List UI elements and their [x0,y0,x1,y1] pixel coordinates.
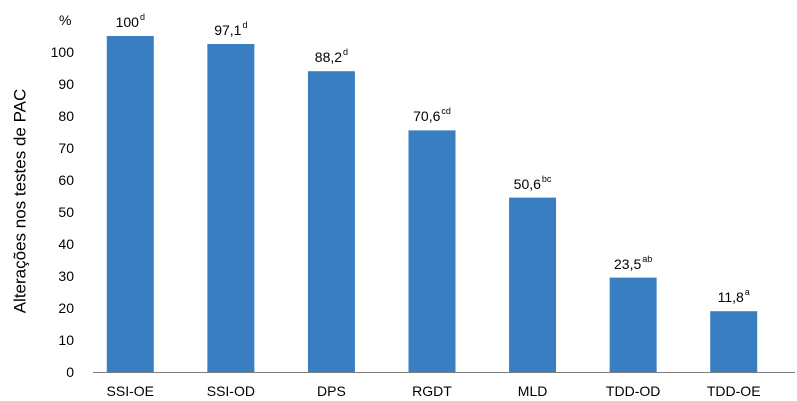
x-tick-label: MLD [518,383,548,399]
data-label-significance: cd [441,106,451,117]
bar-dps [307,71,355,372]
y-tick-label: 100 [51,44,75,60]
bars [106,36,758,372]
x-tick-label: TDD-OE [707,383,761,399]
bar-ssi-od [207,44,255,372]
y-tick-label: 0 [66,364,74,380]
data-label: 70,6cd [413,106,451,125]
y-tick-label: 50 [58,204,74,220]
bar-tdd-oe [710,311,758,372]
data-label-significance: a [744,287,750,298]
data-label-significance: d [242,20,248,30]
data-label-significance: d [343,47,349,58]
x-tick-label: RGDT [412,383,452,399]
x-tick-label: SSI-OD [207,383,255,399]
data-label-significance: bc [541,173,552,184]
y-tick-label: 60 [58,172,74,188]
data-label-significance: ab [642,253,653,264]
y-tick-label: 70 [58,140,74,156]
bar-tdd-od [609,277,657,372]
y-tick-label: 20 [58,300,74,316]
x-tick-label: DPS [317,383,346,399]
bar-mld [509,197,557,372]
data-label-value: 100 [115,14,139,30]
y-axis-label: Alterações nos testes de PAC [10,88,30,313]
data-label: 100d [115,12,145,31]
x-tick-label: TDD-OD [606,383,660,399]
y-tick-label: 90 [58,76,74,92]
bar-ssi-oe [106,36,154,372]
y-tick-label: 80 [58,108,74,124]
tick-labels: 0 10 20 30 40 50 60 70 80 90 100 SSI-OE SSI-OD DPS RGD… [51,44,761,399]
data-label: 23,5ab [614,253,653,272]
data-label-value: 23,5 [614,255,642,272]
data-label-value: 88,2 [314,49,343,66]
data-label: 11,8a [717,287,750,306]
data-label: 88,2d [314,47,349,66]
data-label-value: 11,8 [717,289,744,306]
y-tick-label: 40 [58,236,74,252]
data-label-value: 70,6 [413,108,441,125]
data-label-value: 50,6 [513,175,541,192]
y-tick-label: 10 [58,332,74,348]
y-tick-label: 30 [58,268,74,284]
data-label: 50,6bc [513,173,552,192]
x-tick-label: SSI-OE [107,383,154,399]
data-label-significance: d [139,12,145,22]
data-label-value: 97,1 [214,22,242,38]
bar-rgdt [408,130,456,372]
data-label: 97,1d [214,20,248,39]
y-axis-label-wrap: Alterações nos testes de PAC [5,0,35,401]
y-axis-unit: % [59,12,72,28]
